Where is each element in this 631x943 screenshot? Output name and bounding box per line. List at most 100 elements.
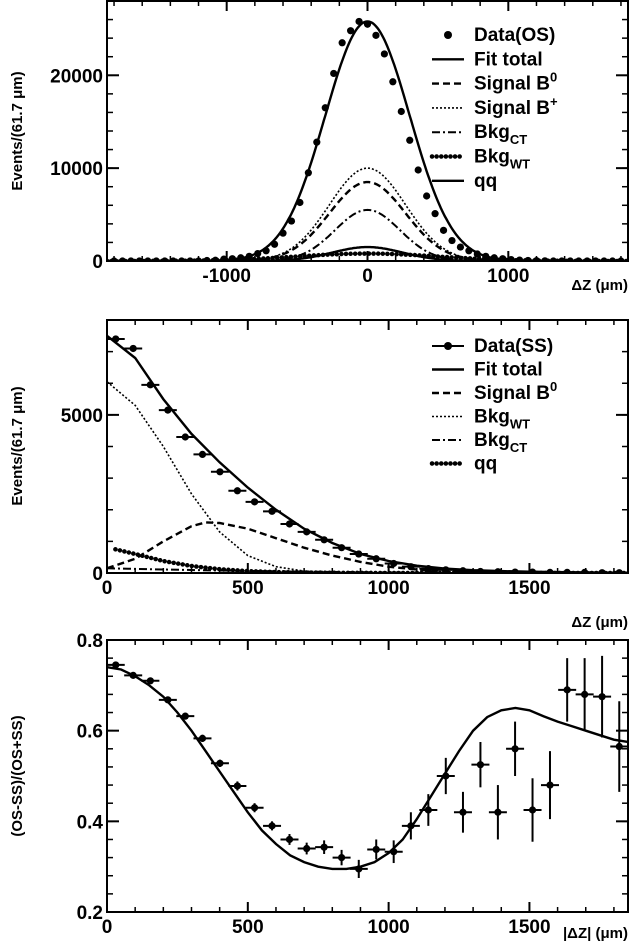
x-tick-label: 1500	[508, 917, 550, 938]
data-point	[164, 406, 172, 414]
data-point	[279, 229, 287, 237]
x-axis-label: |ΔZ| (μm)	[563, 925, 628, 942]
data-point	[563, 686, 571, 694]
y-tick-label: 0.2	[77, 903, 103, 924]
x-tick-label: 0	[102, 578, 113, 599]
data-point	[541, 257, 549, 261]
plot-frame	[106, 319, 629, 574]
legend-label: Fit total	[474, 360, 543, 381]
legend-label: Data(OS)	[474, 25, 555, 46]
data-point	[321, 104, 329, 112]
y-axis-label: Events/(61.7 μm)	[9, 71, 26, 190]
data-point	[558, 257, 566, 261]
data-point	[490, 254, 498, 261]
data-point	[250, 498, 259, 506]
x-tick-label: 1500	[508, 578, 550, 599]
y-tick-label: 10000	[50, 159, 103, 180]
data-point	[563, 568, 571, 573]
data-point	[397, 107, 405, 116]
legend-label: qq	[474, 454, 497, 475]
data-point	[254, 249, 262, 258]
data-point	[178, 257, 186, 261]
data-point	[407, 822, 415, 830]
data-point	[330, 69, 338, 78]
data-point	[511, 568, 519, 573]
curve-1	[107, 381, 389, 573]
axis-ticks: 0 500 1000 1500 0 5000	[61, 319, 628, 599]
data-point	[285, 520, 294, 528]
y-axis-label: (OS-SS)/(OS+SS)	[9, 715, 26, 836]
data-point	[181, 433, 189, 441]
x-axis-label: ΔZ (μm)	[571, 277, 628, 294]
legend-label: Signal B0	[474, 70, 557, 95]
data-point	[211, 256, 220, 261]
data-point	[270, 240, 279, 248]
data-point	[424, 564, 432, 573]
data-point	[169, 257, 177, 261]
plot-frame	[106, 639, 629, 913]
data-point	[482, 252, 490, 260]
data-point	[546, 568, 554, 573]
data-point	[112, 335, 120, 343]
data-point	[581, 568, 589, 573]
data-point	[494, 568, 502, 573]
data-point	[549, 257, 557, 261]
data-point	[615, 742, 623, 751]
y-tick-label: 0.8	[77, 631, 103, 652]
fit-curves	[107, 666, 628, 871]
data-point	[546, 781, 554, 789]
fit-curves	[107, 334, 628, 573]
data-point	[110, 257, 118, 261]
data-point	[598, 569, 606, 573]
data-point	[164, 696, 172, 704]
data-point	[581, 690, 589, 699]
x-tick-label: -1000	[202, 266, 251, 287]
axis-ticks: 0 500 1000 1500 0.2 0.4 0.6 0.8	[77, 631, 628, 938]
data-point	[414, 166, 422, 174]
curve-2	[107, 180, 628, 261]
data-point	[372, 31, 380, 39]
data-point	[424, 806, 432, 814]
x-tick-label: 500	[232, 917, 264, 938]
data-point	[338, 39, 346, 47]
data-point	[129, 671, 137, 679]
data-point	[608, 257, 617, 261]
data-point	[494, 808, 502, 816]
data-point	[181, 712, 189, 720]
data-point	[268, 507, 276, 515]
data-point	[112, 661, 120, 669]
data-point	[407, 563, 415, 571]
data-point	[194, 257, 203, 261]
data-point	[198, 450, 207, 459]
curve-0	[107, 334, 628, 573]
data-point	[442, 566, 450, 573]
data-point	[287, 217, 296, 225]
data-point	[152, 257, 160, 261]
x-tick-label: 1000	[487, 266, 529, 287]
data-point	[355, 550, 363, 558]
data-point	[575, 257, 583, 261]
x-tick-label: 0	[362, 266, 373, 287]
fit-curves	[107, 20, 628, 261]
curve-3	[107, 208, 628, 261]
y-tick-label: 0.6	[77, 722, 103, 743]
y-tick-label: 0.4	[77, 812, 104, 833]
data-point	[363, 20, 372, 28]
data-point	[228, 255, 236, 261]
data-point	[337, 544, 346, 552]
data-point	[303, 844, 311, 853]
legend-label: Signal B0	[474, 379, 557, 404]
data-point	[524, 256, 532, 261]
data-point	[127, 257, 135, 261]
data-point	[146, 381, 154, 389]
legend-label: Signal B+	[474, 94, 558, 119]
data-point	[161, 257, 169, 261]
data-point	[337, 854, 346, 862]
data-points	[107, 335, 628, 573]
data-point	[507, 256, 515, 261]
data-point	[355, 865, 363, 873]
